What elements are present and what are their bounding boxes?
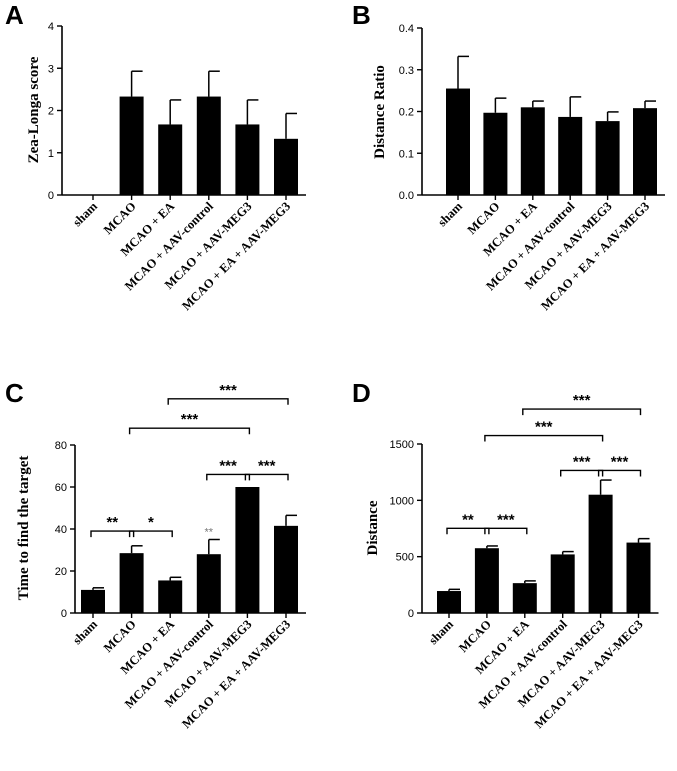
significance-bracket-2 bbox=[206, 473, 251, 481]
y-tick-label: 0.4 bbox=[399, 23, 414, 35]
y-tick-label: 1000 bbox=[390, 495, 414, 507]
bar-5 bbox=[626, 542, 651, 613]
significance-label-3: *** bbox=[611, 453, 629, 470]
x-tick-label: MCAO bbox=[101, 617, 139, 655]
bar-4 bbox=[235, 124, 260, 195]
bar-1 bbox=[119, 553, 144, 613]
significance-label-2: *** bbox=[573, 453, 591, 470]
panel-letter: C bbox=[5, 378, 24, 408]
x-tick-label: sham bbox=[435, 199, 465, 229]
significance-bracket-3 bbox=[597, 469, 642, 477]
significance-bracket-4 bbox=[128, 427, 251, 435]
significance-bracket-4 bbox=[484, 434, 604, 442]
significance-label-5: *** bbox=[573, 392, 591, 409]
y-axis-label: Distance bbox=[365, 500, 381, 555]
panel-C: C Time to find the target 0 20 40 60 80 sham MCA… bbox=[5, 378, 306, 731]
y-axis-label: Distance Ratio bbox=[372, 65, 388, 159]
bar-4 bbox=[588, 494, 613, 613]
y-tick-label: 60 bbox=[55, 482, 67, 494]
y-tick-label: 0 bbox=[61, 608, 67, 620]
significance-bracket-1 bbox=[484, 527, 528, 535]
y-axis-label: Time to find the target bbox=[16, 456, 32, 601]
y-tick-label: 4 bbox=[48, 21, 54, 33]
significance-bracket-3 bbox=[244, 473, 289, 481]
bar-5 bbox=[274, 525, 298, 613]
y-tick-label: 20 bbox=[55, 566, 67, 578]
x-tick-label: sham bbox=[426, 617, 456, 647]
bar-1 bbox=[119, 96, 144, 195]
significance-bracket-5 bbox=[167, 398, 289, 405]
bar-4 bbox=[235, 487, 260, 613]
panel-letter: A bbox=[5, 0, 24, 30]
bar-3 bbox=[558, 116, 583, 195]
y-axis-label: Zea-Longa score bbox=[26, 56, 42, 163]
x-tick-label: sham bbox=[70, 617, 100, 647]
y-tick-label: 0.3 bbox=[399, 65, 414, 77]
bar-3 bbox=[550, 554, 575, 613]
bar-1 bbox=[474, 548, 499, 613]
significance-label-1: * bbox=[148, 514, 154, 531]
significance-label-4: *** bbox=[181, 411, 199, 428]
bar-0 bbox=[81, 589, 105, 613]
x-tick-label: MCAO bbox=[101, 199, 139, 237]
y-tick-label: 500 bbox=[396, 552, 414, 564]
y-tick-label: 40 bbox=[55, 524, 67, 536]
annotation-label-0: ** bbox=[205, 526, 214, 538]
y-tick-label: 1500 bbox=[390, 439, 414, 451]
y-tick-label: 3 bbox=[48, 63, 54, 75]
panel-letter: B bbox=[352, 0, 371, 30]
bar-2 bbox=[158, 580, 183, 613]
x-tick-label: sham bbox=[70, 199, 100, 229]
significance-label-0: ** bbox=[106, 514, 118, 531]
panel-letter: D bbox=[352, 378, 371, 408]
bar-4 bbox=[595, 121, 620, 195]
significance-bracket-5 bbox=[522, 408, 642, 416]
significance-label-0: ** bbox=[462, 511, 474, 528]
y-tick-label: 0 bbox=[48, 190, 54, 202]
y-tick-label: 0.2 bbox=[399, 107, 414, 119]
bar-5 bbox=[274, 138, 298, 195]
y-tick-label: 0.0 bbox=[399, 190, 414, 202]
significance-label-5: *** bbox=[219, 382, 237, 399]
bar-3 bbox=[196, 554, 221, 613]
significance-bracket-0 bbox=[90, 530, 135, 538]
y-tick-label: 80 bbox=[55, 440, 67, 452]
bar-5 bbox=[633, 108, 657, 195]
bar-2 bbox=[512, 583, 537, 613]
y-tick-label: 0.1 bbox=[399, 148, 414, 160]
bar-0 bbox=[446, 88, 470, 195]
bar-1 bbox=[483, 112, 508, 195]
bar-2 bbox=[158, 124, 183, 195]
y-tick-label: 0 bbox=[408, 608, 414, 620]
significance-bracket-0 bbox=[446, 527, 490, 535]
significance-bracket-2 bbox=[560, 469, 604, 477]
bar-0 bbox=[437, 591, 461, 613]
significance-label-1: *** bbox=[497, 511, 515, 528]
significance-label-4: *** bbox=[535, 419, 553, 436]
significance-label-2: *** bbox=[219, 457, 237, 474]
y-tick-label: 1 bbox=[48, 148, 54, 160]
bar-2 bbox=[520, 107, 545, 195]
bar-3 bbox=[196, 96, 221, 195]
significance-label-3: *** bbox=[258, 457, 276, 474]
y-tick-label: 2 bbox=[48, 106, 54, 118]
significance-bracket-1 bbox=[128, 530, 173, 538]
